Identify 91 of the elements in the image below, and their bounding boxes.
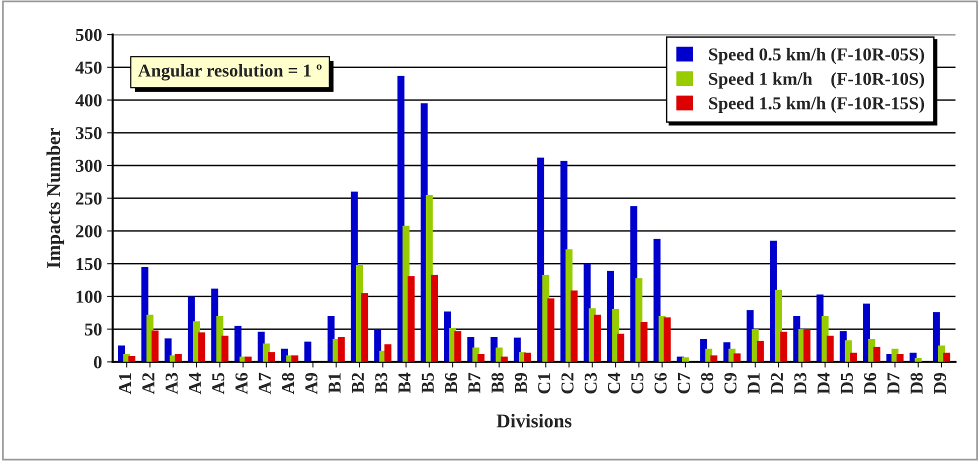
x-tick-label: C2 [561, 373, 574, 394]
bar [780, 332, 788, 362]
y-tick-label: 50 [84, 323, 102, 336]
x-tick-label: B1 [328, 373, 341, 394]
x-tick-label: B7 [468, 372, 480, 394]
x-tick-label: D1 [748, 373, 760, 394]
y-tick-label: 500 [76, 28, 102, 42]
bar [826, 336, 834, 362]
legend-label: Speed 0.5 km/h (F-10R-05S) [709, 48, 924, 64]
annotation: Angular resolution = 1 º [138, 64, 322, 80]
x-tick-label: C7 [678, 372, 690, 394]
x-tick-label: A3 [166, 372, 178, 394]
bar [152, 330, 159, 362]
bar [617, 334, 624, 362]
bar [756, 340, 764, 362]
x-tick-label: B5 [422, 372, 434, 394]
y-tick-label: 200 [76, 225, 102, 238]
bar [174, 354, 182, 362]
bar [932, 312, 940, 362]
bar [291, 355, 298, 362]
bar [570, 290, 578, 362]
bar [454, 331, 462, 362]
x-tick-label: A2 [142, 373, 154, 394]
bar [221, 336, 228, 362]
x-tick-label: D2 [770, 373, 783, 394]
x-tick-label: D9 [934, 372, 946, 394]
x-tick-label: C8 [701, 372, 714, 394]
bar [234, 326, 242, 362]
bar [664, 317, 671, 362]
x-tick-label: B3 [375, 372, 388, 394]
x-tick-label: A5 [212, 372, 224, 394]
bar [430, 274, 438, 362]
y-tick-label: 250 [76, 192, 102, 205]
x-tick-label: A6 [235, 372, 248, 394]
bar [803, 329, 810, 362]
bar [268, 352, 275, 362]
bar [710, 355, 718, 362]
x-tick-label: B9 [514, 372, 527, 394]
bar [640, 322, 648, 362]
y-tick-label: 150 [76, 258, 102, 270]
bar [374, 330, 382, 362]
x-tick-label: B6 [445, 372, 458, 394]
bar [304, 342, 312, 362]
bar [943, 352, 950, 362]
bar [128, 356, 136, 362]
y-tick-label: 0 [94, 356, 102, 368]
x-axis-title: Divisions [496, 414, 572, 428]
bar [496, 347, 503, 362]
x-tick-label: C6 [654, 372, 667, 394]
y-axis-title: Impacts Number [46, 128, 64, 268]
x-tick-label: A9 [305, 372, 318, 394]
x-tick-label: C3 [584, 372, 597, 394]
y-tick-label: 400 [75, 94, 102, 106]
x-tick-label: D8 [910, 372, 923, 394]
x-tick-label: D3 [794, 372, 806, 394]
bar [500, 356, 508, 362]
bar [850, 352, 858, 362]
bar [408, 276, 415, 362]
legend-label: Speed 1.5 km/h (F-10R-15S) [709, 96, 924, 114]
bar [244, 356, 252, 362]
y-tick-label: 350 [76, 127, 102, 140]
x-tick-label: C5 [631, 372, 644, 394]
x-tick-label: A8 [282, 372, 294, 394]
x-tick-label: A4 [188, 372, 201, 394]
y-tick-label: 300 [76, 160, 102, 172]
x-tick-label: A7 [258, 372, 271, 394]
x-tick-label: C1 [538, 373, 550, 394]
x-tick-label: C4 [608, 372, 620, 394]
bar [734, 353, 741, 362]
x-tick-label: B2 [352, 373, 364, 394]
bar [361, 293, 368, 362]
x-tick-label: C9 [724, 372, 737, 394]
bar [524, 352, 532, 362]
y-tick-label: 100 [76, 290, 102, 303]
bar [478, 354, 485, 362]
x-tick-label: D7 [887, 372, 900, 394]
legend-label: Speed 1 km/h (F-10R-10S) [709, 72, 924, 89]
x-tick-label: A1 [119, 373, 132, 394]
bar [384, 344, 392, 362]
x-tick-label: D5 [840, 372, 853, 394]
y-tick-label: 450 [75, 62, 102, 74]
bar [873, 346, 880, 362]
x-tick-label: D4 [818, 372, 830, 394]
bar [547, 298, 554, 362]
bar [198, 332, 206, 362]
x-tick-label: B8 [492, 372, 504, 394]
bar [896, 354, 904, 362]
bar [338, 337, 345, 362]
bar [594, 314, 601, 362]
x-tick-label: D6 [864, 372, 876, 394]
x-tick-label: B4 [398, 372, 410, 394]
